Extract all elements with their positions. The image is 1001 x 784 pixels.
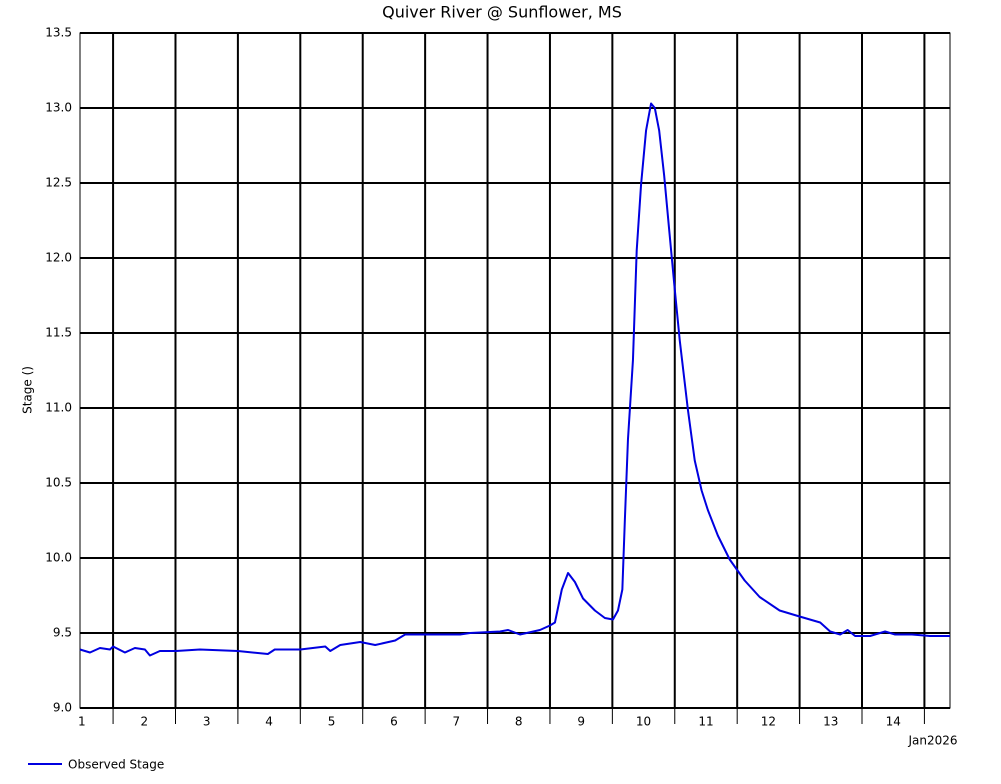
x-tick-label: 8 [515,715,523,729]
x-tick-label: 1 [78,715,86,729]
y-tick-label: 13.5 [45,26,72,40]
x-tick-label: 9 [577,715,585,729]
x-axis-label: Jan2026 [907,734,957,748]
x-tick-label: 12 [761,715,776,729]
y-tick-label: 10.5 [45,476,72,490]
y-tick-label: 11.5 [45,326,72,340]
x-tick-label: 5 [328,715,336,729]
y-tick-label: 9.0 [53,701,72,715]
plot-frame [79,32,951,709]
x-tick-label: 3 [203,715,211,729]
x-tick-label: 11 [698,715,713,729]
y-tick-label: 11.0 [45,401,72,415]
y-tick-label: 12.5 [45,176,72,190]
y-axis-label: Stage () [21,366,35,414]
chart-title: Quiver River @ Sunflower, MS [382,3,622,22]
x-tick-label: 10 [636,715,651,729]
y-tick-label: 13.0 [45,101,72,115]
x-tick-label: 14 [886,715,901,729]
y-tick-label: 12.0 [45,251,72,265]
x-tick-label: 6 [390,715,398,729]
y-tick-label: 10.0 [45,551,72,565]
data-line [79,102,950,657]
x-tick-label: 13 [823,715,838,729]
x-tick-label: 7 [453,715,461,729]
y-tick-label: 9.5 [53,626,72,640]
legend-label: Observed Stage [68,758,164,772]
x-tick-label: 4 [265,715,273,729]
x-tick-label: 2 [140,715,148,729]
